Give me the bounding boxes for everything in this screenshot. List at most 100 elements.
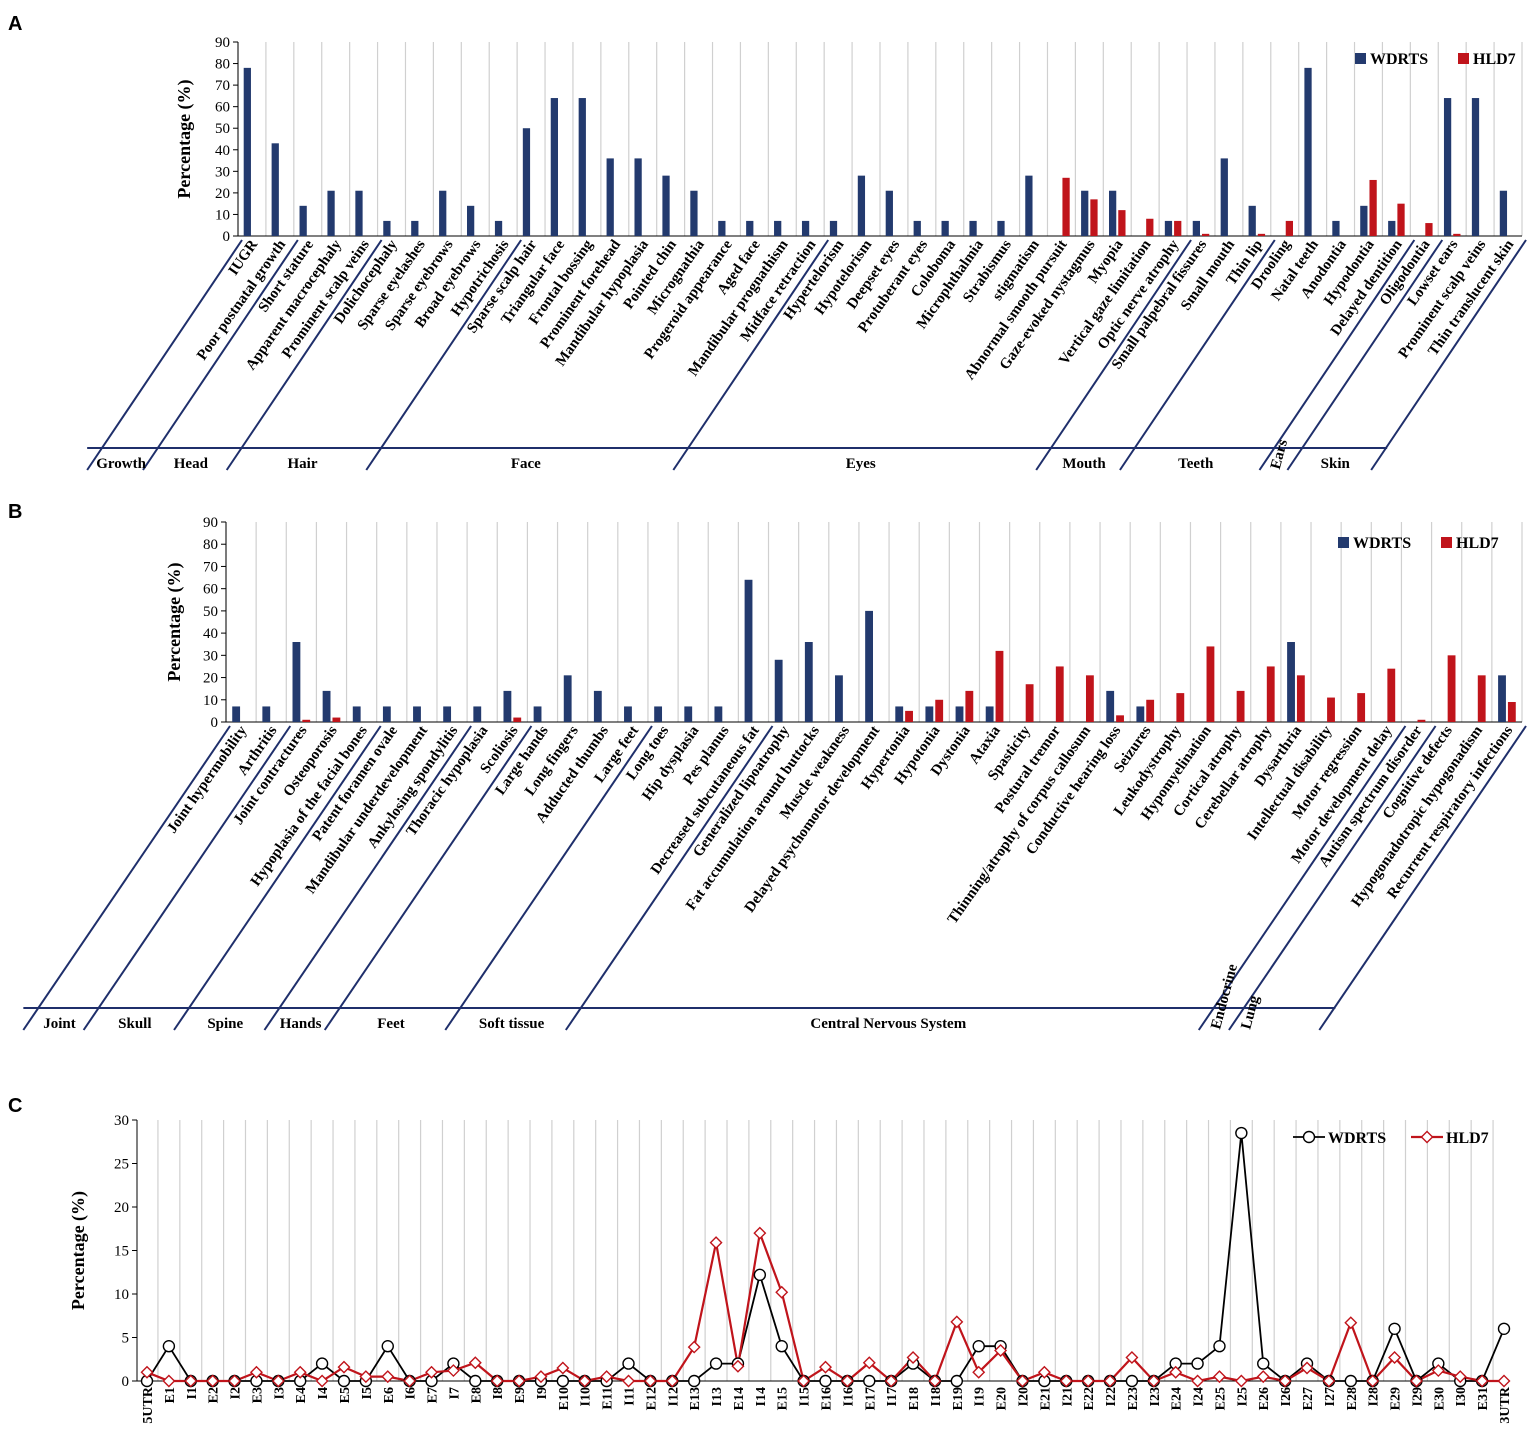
group-separator: [142, 239, 299, 471]
bar-wdrts: [503, 690, 512, 722]
point-wdrts: [1344, 1374, 1357, 1388]
legend-marker-wdrts: [1302, 1130, 1316, 1144]
legend-swatch-wdrts: [1338, 537, 1349, 548]
bar-hld7: [1507, 702, 1516, 722]
x-tick-label: E20: [995, 1387, 1010, 1410]
bar-wdrts: [443, 706, 452, 722]
point-hld7: [293, 1365, 307, 1379]
y-tick-label: 90: [215, 35, 230, 51]
legend-swatch-hld7: [1458, 53, 1469, 64]
point-hld7: [468, 1356, 482, 1370]
point-hld7: [797, 1374, 811, 1388]
point-hld7: [228, 1374, 242, 1388]
x-tick-label: E25: [1213, 1387, 1228, 1410]
bar-hld7: [1090, 199, 1098, 236]
x-tick-label: I29: [1410, 1387, 1425, 1406]
x-tick-label: I10: [579, 1387, 594, 1406]
x-tick-label: I25: [1235, 1387, 1250, 1406]
bar-wdrts: [1025, 175, 1033, 236]
bar-wdrts: [467, 205, 475, 236]
point-wdrts: [819, 1374, 832, 1388]
point-hld7: [731, 1359, 745, 1373]
point-hld7: [600, 1370, 614, 1384]
x-tick-label: I17: [885, 1387, 900, 1406]
bar-hld7: [1236, 690, 1245, 722]
point-hld7: [1103, 1374, 1117, 1388]
x-tick-label: E10: [557, 1387, 572, 1410]
point-hld7: [337, 1360, 351, 1374]
bar-hld7: [1296, 675, 1305, 722]
bar-wdrts: [1443, 98, 1452, 237]
point-hld7: [534, 1370, 548, 1384]
bar-wdrts: [955, 706, 964, 722]
bar-hld7: [1062, 177, 1070, 236]
bar-wdrts: [801, 220, 810, 236]
group-label: Central Nervous System: [810, 1016, 966, 1032]
x-tick-label: I27: [1323, 1387, 1338, 1406]
x-tick-label: I3: [272, 1387, 287, 1399]
point-wdrts: [1213, 1339, 1226, 1353]
x-tick-label: I16: [841, 1387, 856, 1406]
group-separator: [1286, 239, 1444, 471]
x-tick-label: E6: [382, 1387, 397, 1403]
legend-swatch-wdrts: [1355, 53, 1366, 64]
group-label: Soft tissue: [479, 1016, 545, 1032]
point-wdrts: [753, 1268, 767, 1282]
x-tick-label: E4: [294, 1387, 309, 1403]
x-tick-label: E22: [1082, 1387, 1097, 1410]
group-label: Eyes: [846, 456, 876, 472]
group-label: Growth: [96, 456, 146, 472]
legend-label-wdrts: WDRTS: [1353, 535, 1411, 552]
group-label: Skull: [118, 1016, 151, 1032]
point-wdrts: [950, 1374, 964, 1388]
point-hld7: [1388, 1351, 1402, 1364]
bar-hld7: [513, 717, 522, 722]
bar-wdrts: [411, 220, 419, 236]
x-tick-label: E29: [1389, 1387, 1404, 1410]
group-separator: [225, 239, 383, 471]
group-separator: [82, 725, 292, 1031]
bar-wdrts: [352, 706, 361, 722]
point-hld7: [622, 1374, 636, 1388]
x-tick-label: I11: [623, 1387, 638, 1406]
bar-wdrts: [292, 642, 301, 722]
bar-wdrts: [533, 706, 542, 722]
x-tick-label: I18: [929, 1387, 944, 1406]
point-hld7: [403, 1374, 417, 1388]
y-tick-label: 50: [203, 604, 218, 620]
y-tick-label: 40: [203, 626, 218, 642]
bar-wdrts: [578, 98, 586, 237]
group-separator: [1228, 725, 1437, 1031]
x-tick-label: I20: [1016, 1387, 1031, 1406]
x-tick-label: I21: [1060, 1387, 1075, 1406]
x-tick-label: E13: [688, 1387, 703, 1410]
bar-wdrts: [413, 706, 421, 722]
point-hld7: [490, 1374, 504, 1388]
x-tick-label: I8: [491, 1387, 506, 1399]
bar-wdrts: [829, 220, 838, 236]
point-hld7: [1212, 1370, 1226, 1384]
x-tick-label: E5: [338, 1387, 353, 1403]
legend-label-hld7: HLD7: [1456, 535, 1499, 552]
x-tick-label: E17: [863, 1387, 878, 1410]
point-hld7: [206, 1374, 220, 1388]
y-tick-label: 10: [215, 207, 230, 223]
bar-wdrts: [563, 675, 572, 722]
group-label: Teeth: [1178, 456, 1214, 472]
point-wdrts: [1388, 1322, 1401, 1336]
group-separator: [1035, 239, 1192, 471]
x-tick-label: 5UTR: [141, 1386, 156, 1423]
x-tick-label: I13: [710, 1387, 725, 1406]
point-hld7: [1453, 1370, 1467, 1384]
x-tick-label: I6: [404, 1387, 419, 1399]
bar-wdrts: [262, 706, 271, 722]
legend: WDRTS HLD7: [1338, 535, 1499, 552]
group-separator: [565, 725, 774, 1031]
bar-wdrts: [1499, 190, 1508, 236]
point-wdrts: [1497, 1322, 1511, 1336]
x-tick-label: I22: [1104, 1387, 1119, 1406]
bar-wdrts: [593, 690, 602, 722]
bar-wdrts: [885, 190, 893, 236]
x-tick-label: I14: [754, 1387, 769, 1406]
